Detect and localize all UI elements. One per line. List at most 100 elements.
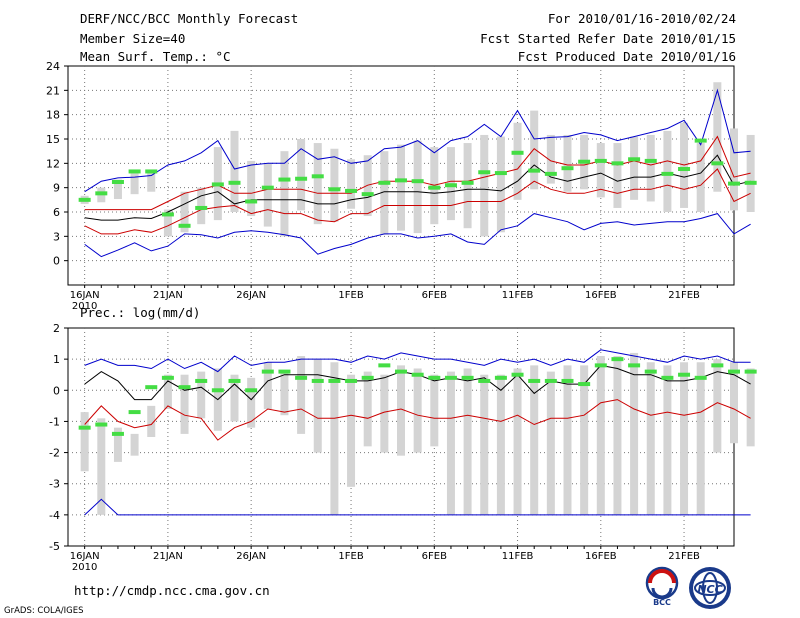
spread-box	[530, 365, 539, 515]
x-tick-label: 26JAN	[236, 551, 266, 562]
spread-box	[113, 179, 122, 200]
spread-box	[97, 418, 106, 515]
spread-box	[530, 110, 539, 190]
observed-marker	[661, 171, 674, 176]
observed-marker	[678, 372, 691, 377]
spread-box	[446, 371, 455, 515]
y-tick-label: 21	[46, 84, 60, 97]
y-tick-label: -2	[49, 447, 60, 460]
observed-marker	[328, 378, 341, 383]
observed-marker	[228, 180, 241, 185]
observed-marker	[378, 363, 391, 368]
observed-marker	[128, 169, 141, 174]
x-tick-label: 21JAN	[153, 290, 183, 301]
spread-box	[663, 130, 672, 212]
y-tick-label: 15	[46, 133, 60, 146]
observed-marker	[311, 174, 324, 179]
observed-marker	[295, 176, 308, 181]
spread-box	[347, 374, 356, 487]
spread-box	[230, 374, 239, 422]
series-line-min-top	[84, 88, 751, 193]
observed-marker	[78, 197, 91, 202]
observed-marker	[145, 385, 158, 390]
observed-marker	[395, 178, 407, 183]
observed-marker	[478, 378, 491, 383]
ncc-logo-text: NCC	[697, 583, 722, 596]
observed-marker	[361, 375, 374, 380]
observed-marker	[411, 372, 424, 377]
observed-marker	[611, 357, 624, 362]
chart-title: DERF/NCC/BCC Monthly Forecast	[80, 11, 299, 26]
source-url[interactable]: http://cmdp.ncc.cma.gov.cn	[74, 583, 270, 598]
spread-box	[163, 374, 172, 409]
spread-box	[663, 365, 672, 515]
observed-marker	[728, 181, 740, 186]
observed-marker	[295, 375, 308, 380]
y-tick-label: -5	[49, 540, 60, 553]
spread-box	[746, 368, 755, 447]
observed-marker	[444, 183, 457, 188]
observed-marker	[328, 187, 341, 192]
spread-box	[197, 187, 206, 225]
observed-marker	[161, 375, 174, 380]
observed-marker	[461, 375, 474, 380]
observed-marker	[378, 180, 391, 185]
observed-marker	[678, 167, 691, 172]
ncc-logo: NCC	[689, 567, 731, 609]
observed-marker	[494, 171, 507, 176]
grads-credit: GrADS: COLA/IGES	[4, 606, 84, 616]
spread-box	[263, 163, 272, 227]
spread-box	[280, 151, 289, 237]
observed-marker	[95, 422, 108, 427]
spread-box	[613, 143, 622, 208]
y-tick-label: 2	[53, 322, 60, 335]
x-tick-label: 11FEB	[502, 290, 534, 301]
x-tick-label: 1FEB	[338, 551, 363, 562]
observed-marker	[744, 180, 757, 185]
y-tick-label: 0	[53, 384, 60, 397]
spread-box	[596, 356, 605, 515]
x-tick-label: 6FEB	[422, 551, 447, 562]
spread-box	[247, 377, 256, 428]
observed-marker	[261, 369, 274, 374]
y-tick-label: -3	[49, 478, 60, 491]
observed-marker	[178, 385, 191, 390]
observed-marker	[444, 375, 457, 380]
y-tick-label: 3	[53, 230, 60, 243]
spread-box	[297, 139, 306, 211]
observed-marker	[561, 166, 574, 171]
spread-box	[563, 134, 572, 192]
panel-subtitle: Prec.: log(mm/d)	[80, 305, 200, 320]
observed-marker	[711, 363, 724, 368]
observed-marker	[661, 375, 674, 380]
observed-marker	[711, 161, 724, 166]
series-line-min	[84, 498, 751, 516]
spread-box	[513, 122, 522, 200]
spread-box	[580, 365, 589, 515]
spread-box	[380, 151, 389, 235]
x-tick-label: 21FEB	[668, 290, 700, 301]
x-tick-label: 16JAN	[70, 551, 100, 562]
observed-marker	[461, 180, 474, 185]
spread-box	[163, 209, 172, 237]
member-size: Member Size=40	[80, 31, 186, 46]
x-tick-label: 1FEB	[338, 290, 363, 301]
observed-marker	[544, 378, 557, 383]
spread-box	[480, 134, 489, 237]
spread-box	[130, 169, 139, 195]
observed-marker	[578, 159, 591, 164]
series-line-max	[84, 349, 751, 373]
spread-box	[297, 356, 306, 434]
x-tick-label: 2010	[72, 301, 97, 312]
observed-marker	[111, 179, 124, 184]
x-tick-label: 16FEB	[585, 290, 617, 301]
spread-box	[413, 368, 422, 453]
spread-box	[380, 374, 389, 453]
produced-date: Fcst Produced Date 2010/01/16	[517, 49, 736, 64]
observed-marker	[345, 378, 358, 383]
spread-box	[646, 134, 655, 202]
spread-box	[330, 148, 339, 222]
spread-box	[130, 433, 139, 456]
